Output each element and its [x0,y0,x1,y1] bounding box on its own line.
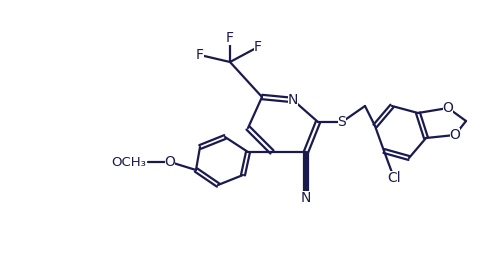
Text: F: F [254,40,262,54]
Text: O: O [442,101,454,115]
Text: O: O [450,128,460,142]
Text: S: S [338,115,347,129]
Text: N: N [301,191,311,205]
Text: N: N [288,93,298,107]
Text: Cl: Cl [387,171,401,185]
Text: F: F [196,48,204,62]
Text: F: F [226,31,234,45]
Text: OCH₃: OCH₃ [111,155,146,168]
Text: O: O [165,155,175,169]
